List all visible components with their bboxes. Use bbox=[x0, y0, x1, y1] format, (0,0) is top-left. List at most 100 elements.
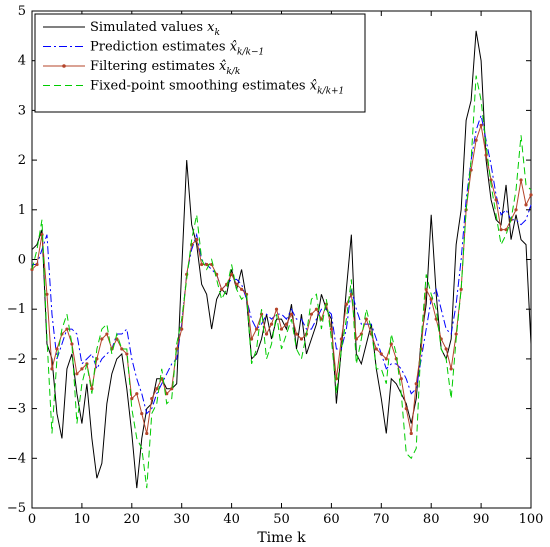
series-3-point bbox=[469, 168, 473, 172]
series-3-point bbox=[145, 431, 149, 436]
series-3-point bbox=[70, 342, 74, 346]
series-3-point bbox=[254, 327, 259, 331]
series-3-point bbox=[239, 287, 244, 291]
y-tick-label: 0 bbox=[18, 253, 26, 268]
x-tick-label: 50 bbox=[273, 512, 290, 527]
series-3-point bbox=[454, 332, 458, 336]
series-3-point bbox=[200, 262, 204, 267]
series-3-point bbox=[180, 327, 184, 331]
x-axis-label: Time k bbox=[257, 530, 306, 546]
x-tick-label: 90 bbox=[473, 512, 490, 527]
series-3-point bbox=[414, 382, 418, 386]
series-3-point bbox=[50, 367, 54, 371]
series-3-point bbox=[364, 317, 368, 321]
series-3-point bbox=[339, 337, 343, 341]
series-3-point bbox=[65, 327, 69, 331]
series-3-point bbox=[294, 332, 299, 336]
series-3-point bbox=[80, 367, 84, 371]
series-3-point bbox=[299, 337, 304, 341]
series-3-point bbox=[135, 392, 139, 396]
series-3-point bbox=[289, 312, 294, 316]
x-tick-label: 80 bbox=[423, 512, 440, 527]
series-3-point bbox=[529, 193, 533, 197]
series-3-point bbox=[105, 332, 109, 336]
y-tick-label: 5 bbox=[18, 4, 26, 19]
series-3-point bbox=[264, 332, 269, 336]
series-layer bbox=[30, 30, 533, 489]
series-3-point bbox=[205, 262, 209, 267]
series-3-point bbox=[195, 238, 199, 242]
series-3-point bbox=[45, 292, 49, 296]
series-3-point bbox=[165, 392, 169, 396]
series-3-point bbox=[309, 312, 314, 316]
series-3-point bbox=[274, 307, 279, 311]
x-tick-label: 0 bbox=[28, 512, 36, 527]
legend-label-1: Simulated values xk bbox=[90, 20, 220, 38]
series-3-point bbox=[90, 387, 94, 391]
series-3-point bbox=[499, 228, 503, 232]
series-3-point bbox=[249, 337, 254, 341]
series-3-point bbox=[155, 387, 159, 391]
series-3-point bbox=[150, 397, 154, 401]
x-tick-label: 20 bbox=[124, 512, 141, 527]
series-3-point bbox=[125, 352, 129, 356]
y-tick-labels: −5 −4 −3 −2 −1 0 1 2 3 4 5 bbox=[7, 4, 26, 516]
x-tick-label: 40 bbox=[223, 512, 240, 527]
series-3-point bbox=[284, 322, 289, 326]
series-3-point bbox=[269, 322, 274, 326]
y-tick-label: −2 bbox=[7, 352, 26, 367]
series-3-point bbox=[120, 347, 124, 351]
series-3-point bbox=[344, 302, 348, 306]
series-3-point bbox=[140, 411, 144, 416]
series-3-point bbox=[100, 337, 104, 341]
series-3-point bbox=[404, 407, 408, 411]
series-3-point bbox=[384, 357, 388, 361]
y-tick-label: 4 bbox=[18, 54, 26, 69]
series-3-point bbox=[459, 287, 463, 291]
series-3-point bbox=[399, 377, 403, 381]
series-3-point bbox=[519, 178, 523, 182]
y-tick-label: −5 bbox=[7, 501, 26, 516]
series-3-point bbox=[329, 327, 333, 331]
series-3-point bbox=[504, 228, 508, 232]
series-3-point bbox=[354, 337, 358, 341]
series-3-point bbox=[474, 138, 478, 142]
y-tick-label: −3 bbox=[7, 402, 26, 417]
y-tick-label: −4 bbox=[7, 451, 26, 466]
legend-marker-3 bbox=[62, 64, 66, 68]
x-tick-labels: 0 10 20 30 40 50 60 70 80 90 100 bbox=[28, 512, 544, 527]
legend-box bbox=[34, 13, 366, 113]
series-line-1 bbox=[31, 30, 532, 489]
series-3-point bbox=[524, 203, 528, 207]
series-3-point bbox=[35, 262, 39, 267]
x-tick-label: 100 bbox=[519, 512, 544, 527]
series-3-point bbox=[319, 317, 324, 321]
series-3-point bbox=[75, 372, 79, 376]
x-tick-label: 60 bbox=[323, 512, 340, 527]
series-3-point bbox=[409, 431, 413, 436]
series-3-point bbox=[444, 347, 448, 351]
series-3-point bbox=[479, 123, 483, 127]
y-tick-label: −1 bbox=[7, 302, 26, 317]
legend-label-2: Prediction estimates x̂k/k−1 bbox=[90, 40, 264, 58]
series-line-4 bbox=[31, 75, 532, 489]
y-tick-label: 1 bbox=[18, 203, 26, 218]
series-3-point bbox=[514, 208, 518, 212]
legend-label-3: Filtering estimates x̂k/k bbox=[90, 59, 240, 77]
series-3-point bbox=[220, 287, 224, 291]
series-3-point bbox=[279, 327, 284, 331]
x-tick-label: 30 bbox=[173, 512, 190, 527]
x-tick-label: 70 bbox=[373, 512, 390, 527]
series-3-point bbox=[55, 347, 59, 351]
legend-label-4: Fixed-point smoothing estimates x̂k/k+1 bbox=[90, 79, 344, 97]
series-3-point bbox=[160, 377, 164, 381]
y-tick-label: 2 bbox=[18, 153, 26, 168]
y-tick-label: 3 bbox=[18, 103, 26, 118]
series-3-point bbox=[130, 397, 134, 401]
series-3-point bbox=[429, 297, 433, 301]
series-3-point bbox=[374, 347, 378, 351]
series-3-point bbox=[314, 307, 319, 311]
series-3-point bbox=[449, 367, 453, 371]
series-3-point bbox=[494, 198, 498, 202]
